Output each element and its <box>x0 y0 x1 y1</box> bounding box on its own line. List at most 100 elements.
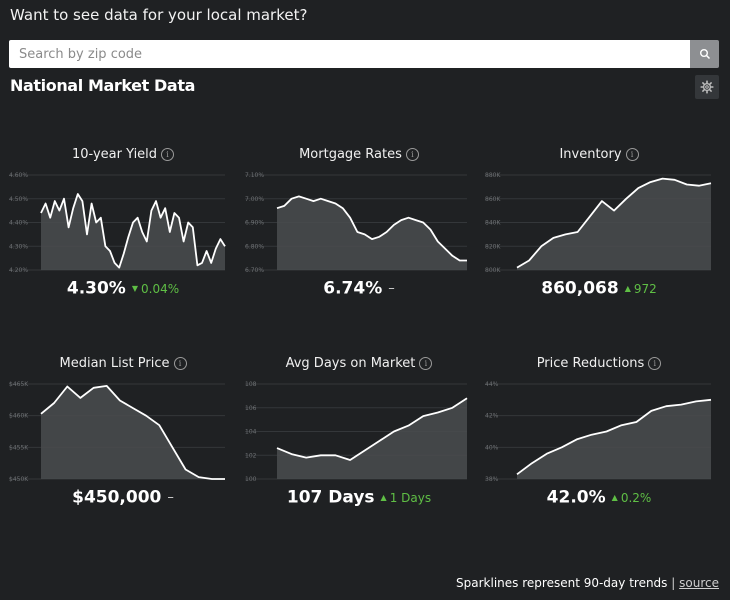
down-arrow-icon: ▼ <box>131 283 138 293</box>
y-tick-label: $455K <box>9 444 29 451</box>
card-value-row: 860,068 ▲ 972 <box>485 278 713 299</box>
info-icon[interactable]: i <box>648 357 662 370</box>
info-icon[interactable]: i <box>625 148 639 161</box>
y-tick-label: 4.50% <box>9 196 28 203</box>
gear-icon <box>700 80 714 94</box>
search-button[interactable] <box>690 40 719 68</box>
y-tick-label: 6.70% <box>245 267 264 274</box>
current-value: 107 Days <box>286 487 375 508</box>
y-tick-label: 860K <box>485 196 501 203</box>
y-tick-label: 106 <box>245 405 257 412</box>
y-tick-label: 4.60% <box>9 172 28 179</box>
sparkline-area <box>41 194 225 270</box>
sparkline-line <box>516 177 712 269</box>
y-tick-label: 7.10% <box>245 172 264 179</box>
sparkline-line <box>40 193 226 269</box>
card-value-row: $450,000– <box>9 487 237 508</box>
settings-button[interactable] <box>695 75 719 99</box>
card-label: Price Reductions <box>536 356 645 371</box>
sparkline-area <box>277 196 467 270</box>
y-tick-label: 42% <box>485 413 499 420</box>
card-value-row: 6.74% – <box>245 278 473 299</box>
sparkline-area <box>517 399 711 479</box>
y-tick-label: $460K <box>9 413 29 420</box>
current-value: 860,068 <box>541 278 619 299</box>
card-value-row: 107 Days ▲ 1 Days <box>245 487 473 508</box>
change-value: 972 <box>633 281 657 296</box>
sparkline-chart: 4.60% 4.50% 4.40% 4.30% 4.20% <box>9 172 226 274</box>
info-icon[interactable]: i <box>419 357 433 370</box>
y-tick-label: 880K <box>485 172 501 179</box>
footer-text: Sparklines represent 90-day trends <box>456 576 668 590</box>
change-value: – <box>388 281 395 296</box>
page-title: National Market Data <box>10 76 195 95</box>
card-label: 10-year Yield <box>71 147 158 162</box>
card-label: Mortgage Rates <box>299 147 402 162</box>
change-value: 0.04% <box>141 281 180 296</box>
card-inventory: Inventory i 880K 860K 840K 820K 800K 860,068 ▲… <box>485 147 713 337</box>
y-tick-label: 108 <box>245 381 257 388</box>
search-bar <box>9 40 719 68</box>
card-label: Avg Days on Market <box>285 356 416 371</box>
sparkline-area <box>41 385 225 479</box>
y-tick-label: 4.20% <box>9 267 28 274</box>
card-label: Median List Price <box>59 356 170 371</box>
search-icon <box>699 49 710 60</box>
y-tick-label: 7.00% <box>245 196 264 203</box>
card-value-row: 42.0% ▲ 0.2% <box>485 487 713 508</box>
sparkline-area <box>277 398 467 479</box>
sparkline-line <box>516 398 712 476</box>
sparkline-area <box>517 178 711 270</box>
y-tick-label: 38% <box>485 476 499 483</box>
card-header: Avg Days on Market i <box>245 356 473 371</box>
source-link[interactable]: source <box>679 576 719 590</box>
up-arrow-icon: ▲ <box>611 492 618 502</box>
current-value: 6.74% <box>323 278 383 299</box>
y-tick-label: 100 <box>245 476 257 483</box>
current-value: $450,000 <box>72 487 162 508</box>
change-value: 1 Days <box>389 490 432 505</box>
sparkline-chart: 7.10% 7.00% 6.90% 6.80% 6.70% <box>245 172 467 274</box>
y-tick-label: 102 <box>245 452 257 459</box>
up-arrow-icon: ▲ <box>380 492 387 502</box>
sparkline-chart: 44% 42% 40% 38% <box>485 381 712 483</box>
change-indicator: ▲ 0.2% <box>612 491 652 505</box>
info-icon[interactable]: i <box>161 148 175 161</box>
sparkline-line <box>276 397 468 461</box>
sparkline-line <box>40 385 225 480</box>
card-header: Inventory i <box>485 147 713 162</box>
local-market-prompt: Want to see data for your local market? <box>10 6 308 24</box>
info-icon[interactable]: i <box>173 357 187 370</box>
up-arrow-icon: ▲ <box>624 283 631 293</box>
card-value-row: 4.30% ▼ 0.04% <box>9 278 237 299</box>
y-tick-label: 800K <box>485 267 501 274</box>
card-label: Inventory <box>559 147 622 162</box>
change-value: 0.2% <box>620 490 652 505</box>
y-tick-label: 4.40% <box>9 220 28 227</box>
y-tick-label: 840K <box>485 220 501 227</box>
y-tick-label: 6.90% <box>245 220 264 227</box>
sparkline-chart: $465K $460K $455K $450K <box>9 381 225 483</box>
current-value: 42.0% <box>546 487 606 508</box>
card-mortgage-rates: Mortgage Rates i 7.10% 7.00% 6.90% 6.80% 6.70… <box>245 147 473 337</box>
y-tick-label: 40% <box>485 444 499 451</box>
footer-separator: | <box>671 576 676 590</box>
zip-search-input[interactable] <box>9 40 690 68</box>
sparkline-chart: 108 106 104 102 100 <box>245 381 468 483</box>
sparkline-line <box>276 195 467 262</box>
info-icon[interactable]: i <box>405 148 419 161</box>
card-median-list-price: Median List Price i $465K $460K $455K $450K … <box>9 356 237 546</box>
change-indicator: ▲ 972 <box>625 282 657 296</box>
card-price-reductions: Price Reductions i 44% 42% 40% 38% 42.0% ▲ 0.2… <box>485 356 713 546</box>
y-tick-label: 44% <box>485 381 499 388</box>
y-tick-label: 820K <box>485 243 501 250</box>
y-tick-label: 104 <box>245 429 257 436</box>
y-tick-label: $465K <box>9 381 29 388</box>
card-avg-days-on-market: Avg Days on Market i 108 106 104 102 100 107 … <box>245 356 473 546</box>
change-indicator: ▼ 0.04% <box>132 282 179 296</box>
current-value: 4.30% <box>66 278 126 299</box>
card-10-year-yield: 10-year Yield i 4.60% 4.50% 4.40% 4.30% 4.20%… <box>9 147 237 337</box>
y-tick-label: 4.30% <box>9 243 28 250</box>
card-header: Mortgage Rates i <box>245 147 473 162</box>
y-tick-label: 6.80% <box>245 243 264 250</box>
